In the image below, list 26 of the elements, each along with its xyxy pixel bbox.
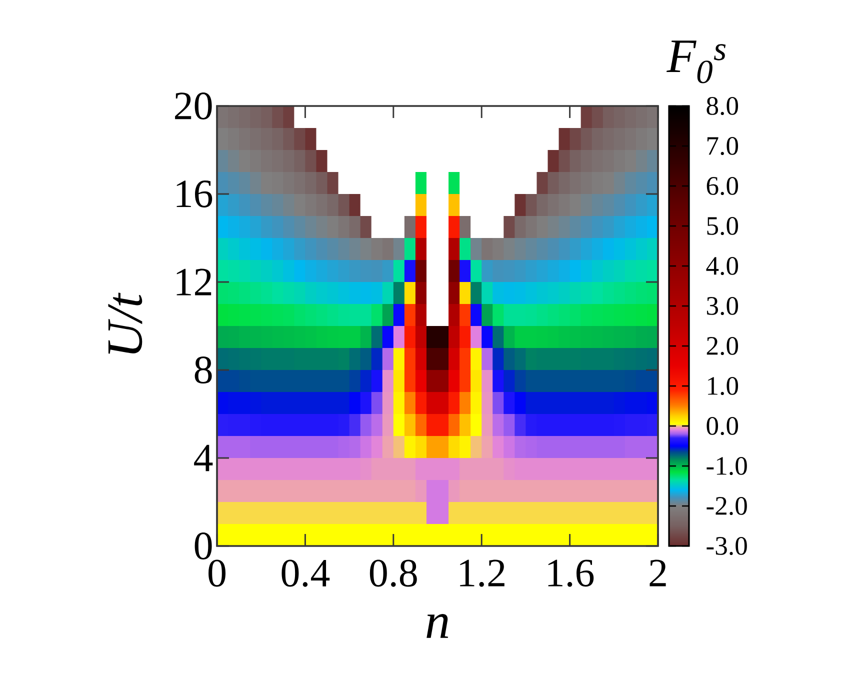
- y-tick-label: 8: [194, 356, 212, 384]
- color-bar-label: -1.0: [706, 456, 747, 476]
- color-bar-label: 8.0: [706, 96, 738, 116]
- y-tick-label: 4: [194, 444, 213, 472]
- color-bar-label: -2.0: [706, 496, 747, 516]
- color-bar-label: 1.0: [708, 376, 738, 396]
- y-tick-label: 20: [175, 92, 212, 120]
- color-bar-label: 2.0: [706, 336, 738, 356]
- x-tick-label: 1.6: [548, 560, 594, 587]
- y-tick-label: 12: [176, 268, 212, 296]
- color-bar-label: 3.0: [706, 296, 738, 316]
- x-tick-label: 1.2: [460, 560, 504, 587]
- x-tick-label: 0.4: [282, 560, 330, 587]
- color-bar-label: 5.0: [707, 216, 738, 236]
- y-tick-label: 16: [176, 180, 212, 208]
- color-bar-label: 7.0: [707, 136, 738, 156]
- color-bar-title: F$_{0}$s: [666, 40, 726, 84]
- color-bar-label: -3.0: [706, 536, 747, 556]
- color-bar-label: 4.0: [706, 256, 738, 276]
- color-bar-label: 6.0: [706, 176, 738, 196]
- x-tick-label: 2: [650, 560, 666, 586]
- y-tick-label: 0: [194, 532, 212, 560]
- color-bar-label: 0.0: [706, 416, 738, 436]
- y-axis-title: U/t: [108, 292, 142, 354]
- x-tick-label: 0.8: [370, 560, 417, 587]
- x-axis-title: n: [426, 614, 448, 638]
